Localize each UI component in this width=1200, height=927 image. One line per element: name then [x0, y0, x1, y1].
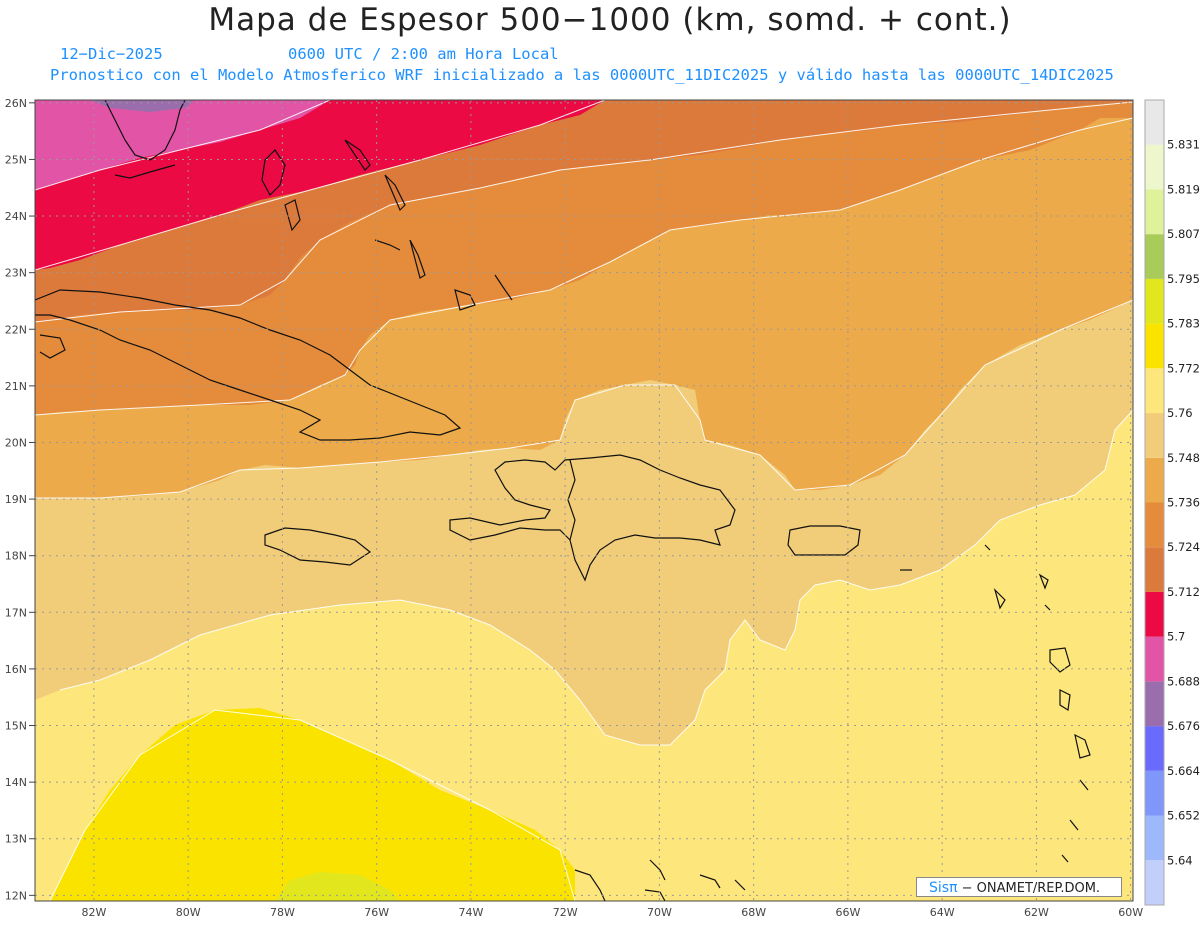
latitude-label: 17N — [5, 606, 27, 619]
longitude-label: 72W — [553, 906, 578, 919]
colorbar-label: 5.688 — [1167, 674, 1200, 688]
latitude-label: 23N — [5, 267, 27, 280]
colorbar-label: 5.664 — [1167, 764, 1200, 778]
contour-lines — [35, 100, 1133, 901]
colorbar-swatch — [1145, 189, 1164, 235]
latitude-label: 26N — [5, 97, 27, 110]
colorbar-swatch — [1145, 726, 1164, 771]
colorbar-label: 5.807 — [1167, 227, 1200, 241]
colorbar-swatch — [1145, 323, 1164, 369]
colorbar-label: 5.819 — [1167, 182, 1200, 196]
puerto-rico-coast — [787, 525, 861, 556]
longitude-label: 64W — [930, 906, 955, 919]
longitude-label: 78W — [270, 906, 295, 919]
colorbar-swatch — [1145, 636, 1164, 682]
forecast-time: 0600 UTC / 2:00 am Hora Local — [288, 45, 559, 63]
forecast-date: 12−Dic−2025 — [60, 45, 163, 63]
colorbar-label: 5.831 — [1167, 138, 1200, 152]
colorbar-swatch — [1145, 100, 1164, 145]
sispi-logo: Sisπ — [929, 880, 958, 896]
map-title: Mapa de Espesor 500−1000 (km, somd. + co… — [208, 2, 1012, 38]
colorbar-swatch — [1145, 234, 1164, 279]
thickness-fill-areas — [35, 100, 1133, 901]
latitude-label: 12N — [5, 889, 27, 902]
graticule — [35, 100, 1133, 901]
colorbar-swatch — [1145, 591, 1164, 637]
colorbar-swatch — [1145, 413, 1164, 458]
colorbar-label: 5.736 — [1167, 496, 1200, 510]
haiti-dr-border — [567, 459, 576, 541]
colorbar-swatch — [1145, 457, 1164, 503]
colorbar-swatch — [1145, 278, 1164, 324]
map-frame — [34, 99, 1134, 902]
credit-text: − ONAMET/REP.DOM. — [961, 881, 1101, 896]
latitude-labels: 26N 25N 24N 23N 22N 21N 20N 19N 18N 17N 16N 15N 14N 1… — [5, 97, 35, 902]
latitude-label: 24N — [5, 210, 27, 223]
latitude-label: 15N — [5, 720, 27, 733]
cuba-coast — [35, 289, 462, 441]
colorbar-swatch — [1145, 770, 1164, 816]
colorbar-swatch — [1145, 502, 1164, 548]
colorbar-label: 5.7 — [1167, 630, 1185, 644]
longitude-label: 82W — [81, 906, 106, 919]
jamaica-coast — [264, 527, 372, 566]
latitude-label: 20N — [5, 436, 27, 449]
band-5-783 — [275, 872, 400, 901]
longitude-labels: 82W 80W 78W 76W 74W 72W 70W 68W 66W 64W 62W 60W — [81, 906, 1143, 919]
latitude-label: 21N — [5, 380, 27, 393]
longitude-label: 74W — [458, 906, 483, 919]
coastlines — [35, 100, 1091, 901]
latitude-label: 13N — [5, 833, 27, 846]
latitude-label: 22N — [5, 323, 27, 336]
florida-coast — [104, 100, 186, 161]
colorbar-swatch — [1145, 860, 1164, 905]
colorbar-label: 5.76 — [1167, 406, 1193, 420]
colorbar-swatch — [1145, 815, 1164, 861]
longitude-label: 62W — [1024, 906, 1049, 919]
band-5-772 — [50, 708, 575, 901]
longitude-label: 70W — [647, 906, 672, 919]
longitude-label: 66W — [835, 906, 860, 919]
latitude-label: 14N — [5, 776, 27, 789]
colorbar-label: 5.724 — [1167, 540, 1200, 554]
latitude-label: 25N — [5, 153, 27, 166]
colorbar-label: 5.652 — [1167, 809, 1200, 823]
colorbar-label: 5.676 — [1167, 719, 1200, 733]
longitude-label: 80W — [176, 906, 201, 919]
colorbar-label: 5.783 — [1167, 317, 1200, 331]
colorbar-swatch — [1145, 547, 1164, 592]
longitude-label: 60W — [1118, 906, 1143, 919]
colorbar-swatch — [1145, 681, 1164, 727]
colorbar-label: 5.772 — [1167, 361, 1200, 375]
colorbar-label: 5.748 — [1167, 451, 1200, 465]
band-5-688 — [35, 100, 330, 190]
latitude-label: 19N — [5, 493, 27, 506]
longitude-label: 68W — [741, 906, 766, 919]
colorbar-label: 5.64 — [1167, 853, 1193, 867]
colorbar-label: 5.795 — [1167, 272, 1200, 286]
latitude-label: 18N — [5, 550, 27, 563]
colorbar-frame — [1144, 99, 1165, 906]
colorbar: 5.64 5.652 5.664 5.676 5.688 5.7 5.712 5.724 5.7… — [1144, 99, 1200, 906]
longitude-label: 76W — [364, 906, 389, 919]
latitude-label: 16N — [5, 663, 27, 676]
colorbar-swatch — [1145, 144, 1164, 190]
colorbar-label: 5.712 — [1167, 585, 1200, 599]
colorbar-swatch — [1145, 368, 1164, 414]
credit-box: Sisπ − ONAMET/REP.DOM. — [916, 877, 1122, 897]
model-description: Pronostico con el Modelo Atmosferico WRF… — [50, 66, 1114, 84]
